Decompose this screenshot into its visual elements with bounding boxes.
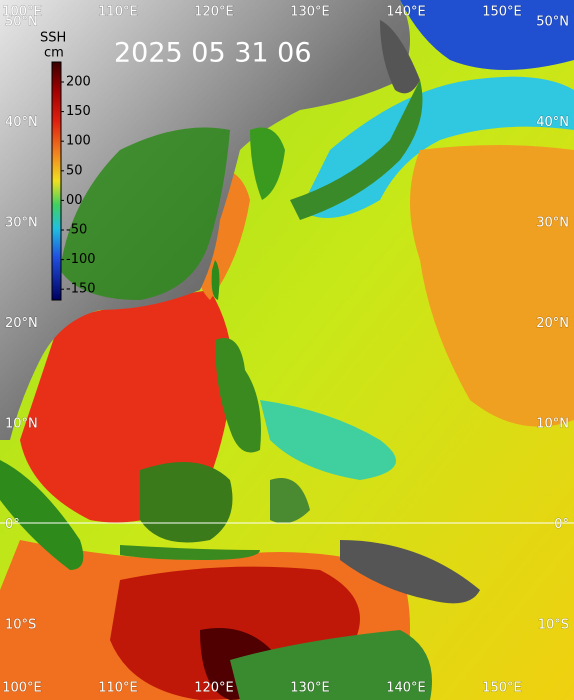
colorbar-title: SSH [40,31,66,46]
lat-label-right: 10°S [538,618,569,633]
lon-label-top: 140°E [386,5,426,20]
colorbar [51,61,62,301]
colorbar-unit: cm [44,46,64,61]
lon-label-bottom: 140°E [386,681,426,696]
lon-label-bottom: 100°E [2,681,42,696]
lat-label-right: 50°N [536,15,569,30]
land [0,0,480,700]
lat-label-left: 40°N [5,115,38,130]
lat-label-left: 30°N [5,216,38,231]
lon-label-bottom: 110°E [98,681,138,696]
lon-label-top: 100°E [2,5,42,20]
lat-label-left: 20°N [5,316,38,331]
lat-label-right: 0° [554,517,569,532]
colorbar-tick-label: -100 [66,252,96,267]
lon-label-bottom: 150°E [482,681,522,696]
lat-label-right: 20°N [536,316,569,331]
colorbar-tick-label: 00 [66,193,83,208]
colorbar-tick-label: 50 [66,163,83,178]
colorbar-tick-label: 200 [66,75,91,90]
lon-label-top: 130°E [290,5,330,20]
lat-label-left: 10°S [5,618,36,633]
lat-label-left: 10°N [5,417,38,432]
colorbar-tick-label: -50 [66,223,87,238]
lat-label-right: 40°N [536,115,569,130]
lon-label-top: 110°E [98,5,138,20]
colorbar-tick-label: -150 [66,282,96,297]
lat-label-left: 0° [5,517,20,532]
lon-label-top: 150°E [482,5,522,20]
colorbar-tick-label: 100 [66,134,91,149]
colorbar-tick-label: 150 [66,104,91,119]
lat-label-left: 50°N [5,15,38,30]
map-title: 2025 05 31 06 [114,38,312,69]
lat-label-right: 30°N [536,216,569,231]
lon-label-bottom: 130°E [290,681,330,696]
lon-label-bottom: 120°E [194,681,234,696]
lat-label-right: 10°N [536,417,569,432]
lon-label-top: 120°E [194,5,234,20]
